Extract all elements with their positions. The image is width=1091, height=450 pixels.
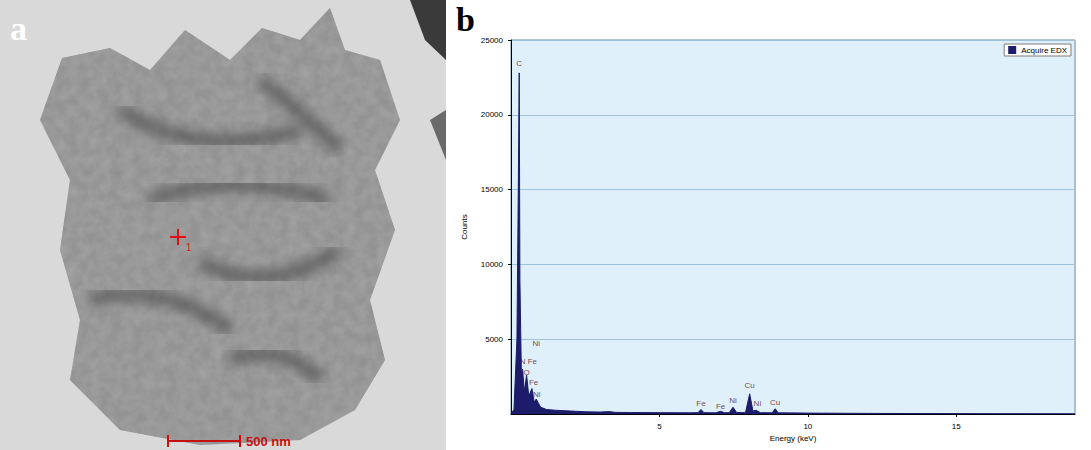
svg-text:500 nm: 500 nm [246, 434, 291, 449]
svg-text:Ni: Ni [754, 399, 762, 408]
svg-text:Counts: Counts [460, 214, 469, 239]
svg-text:20000: 20000 [481, 110, 504, 119]
svg-text:Fe: Fe [696, 399, 706, 408]
svg-text:N: N [519, 357, 526, 367]
svg-text:C: C [516, 59, 522, 68]
svg-text:Energy (keV): Energy (keV) [770, 434, 817, 443]
svg-text:Ni: Ni [533, 390, 541, 399]
svg-text:b: b [456, 1, 475, 38]
svg-text:Ni: Ni [729, 396, 737, 405]
svg-text:a: a [10, 10, 27, 47]
svg-text:10000: 10000 [481, 260, 504, 269]
svg-text:Fe: Fe [529, 378, 539, 387]
svg-text:Cu: Cu [745, 381, 755, 390]
svg-text:1: 1 [186, 242, 192, 253]
svg-text:15: 15 [952, 422, 961, 431]
svg-text:Cu: Cu [770, 398, 780, 407]
svg-text:10: 10 [803, 422, 812, 431]
svg-text:Acquire EDX: Acquire EDX [1021, 46, 1067, 55]
svg-text:25000: 25000 [481, 36, 504, 45]
svg-text:Fe: Fe [716, 402, 726, 411]
svg-text:Ni: Ni [532, 339, 540, 348]
svg-text:5000: 5000 [485, 335, 503, 344]
svg-text:O: O [523, 367, 530, 377]
svg-text:5: 5 [657, 422, 662, 431]
svg-text:15000: 15000 [481, 185, 504, 194]
svg-text:Fe: Fe [528, 357, 538, 366]
